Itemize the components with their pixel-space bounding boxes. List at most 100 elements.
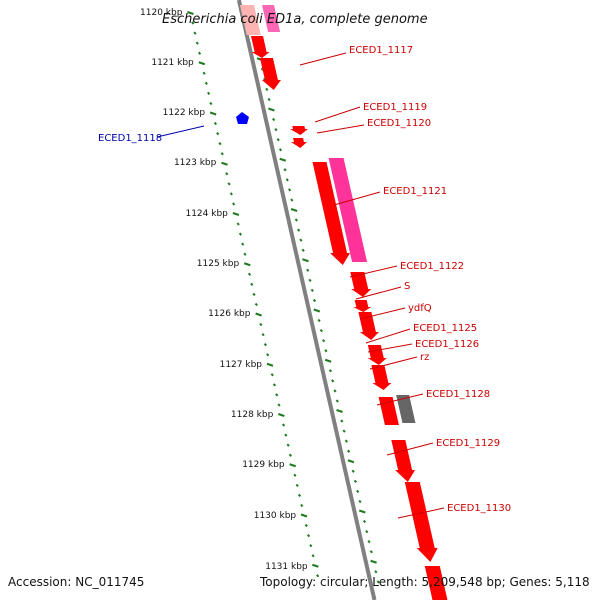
tick-mark-outer — [358, 499, 362, 504]
scale-ticks-inner — [187, 11, 320, 578]
tick-mark-outer — [299, 238, 303, 242]
feature-ECED1-1120 — [290, 138, 307, 148]
tick-mark-outer — [317, 318, 321, 323]
tick-mark-outer — [376, 580, 380, 584]
tick-mark-outer — [268, 107, 275, 112]
feature-ECED1-1128 — [378, 397, 399, 425]
tick-mark-inner — [275, 393, 279, 397]
gene-label: rz — [420, 352, 429, 363]
tick-mark-outer — [301, 248, 305, 252]
feature-ECED1-1122 — [350, 272, 372, 297]
tick-mark-outer — [347, 459, 355, 464]
tick-mark-inner — [207, 91, 211, 96]
tick-mark-inner — [209, 101, 213, 106]
feature-ECED1-1131 — [424, 566, 448, 600]
feature-ydfQ — [358, 312, 379, 340]
feature-grey — [396, 395, 416, 423]
tick-mark-outer — [319, 328, 323, 333]
tick-mark-outer — [285, 178, 289, 182]
label-leader — [365, 328, 411, 344]
tick-mark-inner — [284, 433, 288, 437]
tick-mark-inner — [227, 182, 231, 186]
tick-label: 1125 kbp — [197, 259, 240, 269]
gene-label: ECED1_1129 — [436, 438, 500, 449]
tick-mark-inner — [197, 51, 202, 55]
tick-mark-outer — [283, 168, 287, 172]
tick-mark-outer — [302, 258, 309, 263]
tick-mark-inner — [266, 362, 274, 367]
tick-mark-inner — [213, 121, 218, 126]
tick-mark-outer — [344, 439, 348, 443]
tick-mark-outer — [365, 529, 369, 534]
tick-mark-inner — [204, 81, 208, 85]
tick-mark-inner — [316, 574, 320, 578]
tick-mark-outer — [336, 409, 343, 413]
gene-label: ECED1_1118 — [98, 133, 162, 144]
tick-mark-inner — [259, 322, 263, 327]
feature-pink-top — [262, 5, 281, 32]
genome-backbone — [236, 0, 377, 600]
tick-mark-inner — [288, 453, 292, 457]
tick-mark-outer — [310, 288, 314, 293]
tick-mark-inner — [198, 61, 206, 66]
tick-label: 1124 kbp — [185, 209, 228, 219]
tick-mark-outer — [374, 570, 378, 574]
tick-mark-inner — [236, 222, 240, 226]
tick-mark-outer — [370, 559, 377, 564]
tick-mark-inner — [254, 302, 258, 307]
tick-mark-inner — [277, 413, 285, 417]
tick-mark-inner — [195, 41, 199, 45]
tick-mark-inner — [286, 443, 290, 447]
tick-mark-outer — [276, 138, 280, 142]
tick-mark-inner — [232, 202, 236, 206]
tick-mark-outer — [322, 339, 326, 343]
label-leader — [299, 52, 347, 66]
tick-mark-outer — [294, 218, 298, 222]
feature-pink-ECED1-1121 — [328, 158, 368, 262]
tick-mark-inner — [229, 192, 233, 196]
feature-ECED1-1129 — [391, 440, 416, 482]
tick-mark-outer — [328, 369, 333, 373]
gene-features — [236, 5, 448, 600]
tick-label: 1127 kbp — [220, 360, 263, 370]
tick-mark-inner — [300, 513, 308, 518]
tick-mark-inner — [293, 473, 297, 477]
scale-tick-labels: 1120 kbp 1121 kbp 1122 kbp 1123 kbp 1124 kbp… — [140, 8, 308, 572]
tick-mark-outer — [333, 389, 337, 393]
feature-ECED1-1130 — [404, 482, 438, 562]
tick-mark-inner — [281, 423, 286, 427]
tick-label: 1121 kbp — [151, 58, 194, 68]
feature-ECED1-1126 — [371, 365, 392, 390]
tick-mark-outer — [308, 278, 312, 282]
label-leader — [359, 307, 406, 320]
tick-mark-outer — [313, 308, 321, 313]
tick-mark-outer — [356, 489, 360, 494]
feature-ECED1-1119 — [290, 126, 309, 135]
tick-mark-inner — [295, 483, 299, 487]
gene-labels: ECED1_1117 ECED1_1119 ECED1_1120 ECED1_1118… — [98, 45, 511, 514]
tick-mark-inner — [209, 111, 217, 116]
genome-summary-text: Topology: circular; Length: 5,209,548 bp… — [259, 575, 590, 589]
tick-mark-outer — [369, 550, 373, 554]
tick-mark-inner — [238, 232, 243, 236]
tick-mark-inner — [297, 493, 302, 498]
tick-mark-outer — [290, 208, 298, 212]
tick-mark-inner — [289, 463, 296, 468]
scale-ticks-outer — [245, 7, 380, 584]
tick-mark-inner — [300, 503, 304, 508]
tick-mark-outer — [347, 449, 351, 453]
tick-mark-inner — [277, 403, 281, 407]
tick-mark-inner — [187, 11, 194, 15]
tick-mark-inner — [193, 31, 197, 35]
tick-mark-inner — [250, 282, 254, 286]
label-leader — [397, 507, 445, 519]
tick-mark-inner — [306, 533, 311, 538]
tick-mark-outer — [367, 540, 371, 544]
tick-mark-outer — [312, 298, 317, 303]
gene-label: ydfQ — [408, 303, 432, 314]
label-leader — [156, 125, 205, 138]
tick-mark-inner — [312, 563, 319, 568]
accession-text: Accession: NC_011745 — [8, 575, 144, 589]
tick-label: 1128 kbp — [231, 410, 274, 420]
